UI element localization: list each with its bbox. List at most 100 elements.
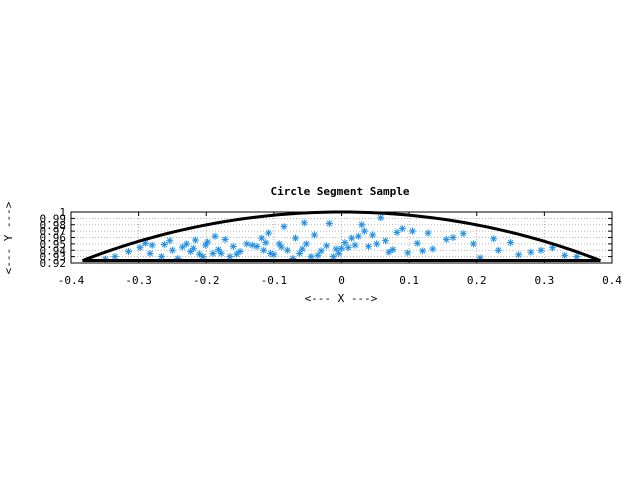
x-axis-ticks: -0.4 -0.3 -0.2 -0.1 0 0.1 0.2 0.3 0.4 (58, 212, 622, 287)
data-point (217, 249, 225, 257)
data-point (442, 235, 450, 243)
data-point (537, 246, 545, 254)
data-point (398, 225, 406, 233)
data-point (189, 244, 197, 252)
data-point (211, 232, 219, 240)
y-tick-label: 0.99 (40, 212, 67, 225)
data-point (369, 231, 377, 239)
data-point (459, 230, 467, 238)
data-point (561, 251, 569, 259)
data-point (527, 248, 535, 256)
data-point (341, 239, 349, 247)
data-point (373, 240, 381, 248)
data-point (469, 240, 477, 248)
data-point (209, 249, 217, 257)
data-point (354, 232, 362, 240)
data-point (166, 237, 174, 245)
y-axis-ticks: 0.920.930.940.950.960.970.980.991 (40, 206, 612, 270)
data-point (490, 235, 498, 243)
data-point (338, 244, 345, 252)
data-point (393, 228, 401, 236)
data-point (264, 229, 272, 237)
data-point (360, 227, 368, 235)
data-point (358, 221, 366, 229)
data-point (385, 248, 393, 256)
data-point (409, 227, 417, 235)
data-point (344, 244, 352, 252)
data-point (323, 242, 331, 250)
data-points (101, 214, 581, 263)
x-tick-label: 0.2 (467, 274, 487, 287)
data-point (280, 223, 288, 231)
data-point (365, 242, 373, 250)
data-point (229, 242, 237, 250)
x-tick-label: 0.1 (399, 274, 419, 287)
data-point (507, 239, 515, 247)
data-point (302, 240, 310, 248)
data-point (158, 253, 166, 261)
data-point (260, 246, 268, 254)
data-point (270, 251, 278, 259)
data-point (494, 246, 502, 254)
data-point (221, 235, 229, 243)
data-point (136, 244, 144, 252)
data-point (183, 240, 191, 248)
data-point (191, 236, 199, 244)
x-tick-label: -0.3 (125, 274, 152, 287)
data-point (377, 214, 385, 222)
data-point (314, 251, 322, 259)
data-point (573, 253, 581, 261)
data-point (262, 239, 270, 247)
y-tick-label: 0.95 (40, 238, 67, 251)
data-point (248, 241, 256, 249)
data-point (449, 234, 457, 241)
data-point (148, 241, 156, 249)
grid (71, 212, 612, 263)
data-point (226, 253, 234, 261)
data-point (307, 253, 315, 261)
data-point (429, 245, 437, 253)
data-point (381, 237, 389, 245)
data-point (253, 242, 261, 250)
y-tick-label: 0.93 (40, 251, 67, 264)
y-tick-label: 0.92 (40, 257, 67, 270)
data-point (413, 239, 421, 247)
y-tick-label: 0.98 (40, 219, 67, 232)
data-point (300, 219, 308, 227)
data-point (389, 246, 397, 254)
data-point (317, 247, 325, 255)
data-point (204, 238, 212, 246)
x-tick-label: 0.4 (602, 274, 622, 287)
data-point (168, 246, 176, 254)
data-point (298, 245, 306, 253)
data-point (515, 251, 523, 259)
data-point (404, 249, 412, 257)
y-tick-label: 1 (59, 206, 66, 219)
data-point (146, 249, 154, 257)
x-tick-label: 0 (338, 274, 345, 287)
data-point (419, 247, 427, 255)
data-point (351, 241, 359, 249)
data-point (236, 248, 244, 256)
data-point (283, 246, 291, 254)
data-point (214, 246, 222, 254)
x-tick-label: -0.2 (193, 274, 220, 287)
data-point (199, 253, 207, 261)
data-point (160, 241, 168, 249)
data-point (277, 243, 285, 251)
x-tick-label: 0.3 (534, 274, 554, 287)
x-tick-label: -0.4 (58, 274, 85, 287)
plot-frame (70, 211, 613, 264)
data-point (179, 243, 187, 251)
y-tick-label: 0.94 (40, 244, 67, 257)
y-axis-label: <--- Y ---> (2, 201, 15, 274)
data-point (325, 219, 333, 227)
data-point (548, 244, 556, 252)
data-point (124, 248, 132, 256)
data-point (348, 234, 356, 242)
x-axis-label: <--- X ---> (305, 292, 378, 305)
data-point (292, 234, 300, 242)
data-point (258, 234, 266, 242)
data-point (243, 240, 251, 248)
y-tick-label: 0.97 (40, 225, 67, 238)
